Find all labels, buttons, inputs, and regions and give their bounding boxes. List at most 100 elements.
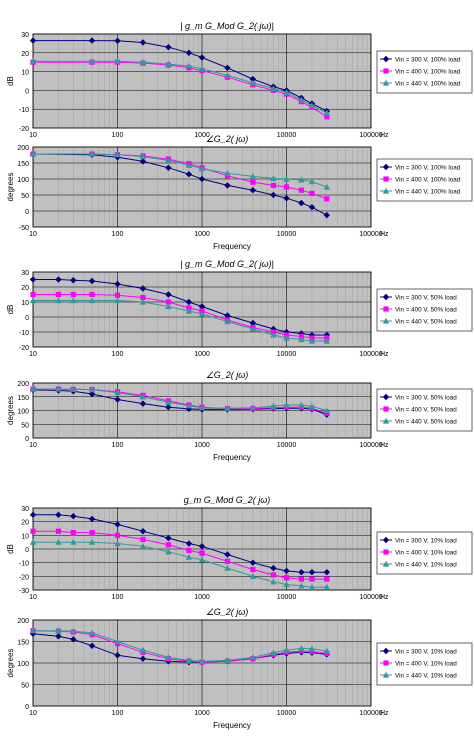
- data-point: [323, 183, 331, 190]
- x-tick-label: 100: [112, 351, 124, 358]
- y-tick-label: 0: [25, 436, 29, 443]
- legend: Vin = 300 V, 50% load Vin = 400 V, 50% lo…: [376, 388, 473, 432]
- data-point: [165, 303, 172, 310]
- data-point: [114, 389, 121, 396]
- x-tick-label: 10000: [277, 231, 297, 238]
- y-tick-label: -10: [19, 330, 29, 337]
- data-point: [283, 195, 290, 202]
- y-tick-label: 100: [17, 177, 29, 184]
- legend-swatch-marker: [382, 647, 390, 655]
- legend-swatch-marker: [382, 55, 390, 63]
- data-point: [224, 169, 231, 176]
- chart-title: | g_m G_Mod G_2( jω)|: [180, 21, 274, 31]
- data-point: [270, 572, 277, 578]
- data-point: [140, 294, 146, 301]
- y-tick-label: -20: [19, 574, 29, 581]
- legend: Vin = 300 V, 100% load Vin = 400 V, 100% …: [376, 50, 473, 94]
- data-point: [140, 536, 146, 543]
- x-tick-label: 1000: [194, 594, 210, 601]
- data-point: [165, 164, 172, 171]
- data-point: [283, 575, 290, 581]
- data-point: [114, 37, 121, 44]
- data-point: [165, 157, 172, 164]
- data-point: [165, 542, 171, 548]
- series-3: [29, 57, 331, 116]
- legend-entry: Vin = 400 V, 50% load: [395, 306, 457, 313]
- data-point: [165, 548, 172, 555]
- data-point: [250, 566, 256, 573]
- legend-box: [376, 158, 473, 202]
- data-point: [88, 37, 96, 44]
- data-point: [298, 569, 305, 576]
- data-point: [308, 583, 316, 590]
- data-point: [165, 654, 172, 661]
- data-point: [55, 528, 62, 534]
- data-point: [139, 393, 147, 400]
- legend-swatch-marker: [382, 163, 390, 171]
- data-point: [88, 390, 96, 398]
- y-tick-label: -20: [19, 345, 29, 352]
- legend-entry: Vin = 440 V, 10% load: [395, 561, 457, 568]
- series-line: [33, 60, 328, 114]
- data-point: [298, 401, 305, 408]
- y-tick-label: 10: [21, 533, 29, 540]
- data-point: [139, 298, 147, 305]
- data-point: [29, 627, 37, 634]
- y-tick-label: 200: [17, 381, 29, 388]
- data-point: [139, 528, 147, 535]
- data-point: [88, 297, 96, 304]
- data-point: [249, 404, 257, 411]
- x-tick-label: 10000: [277, 710, 297, 717]
- data-point: [29, 297, 37, 304]
- data-point: [114, 521, 121, 528]
- data-point: [308, 337, 316, 344]
- x-axis-label: Frequency: [213, 242, 251, 251]
- data-point: [249, 325, 257, 332]
- chart-title: ∠G_2( jω): [206, 607, 249, 617]
- data-point: [88, 150, 96, 157]
- data-point: [308, 178, 316, 185]
- series-1: [29, 276, 331, 339]
- data-point: [185, 62, 193, 69]
- x-tick-label: 100000: [359, 442, 382, 449]
- y-tick-label: 0: [25, 704, 29, 711]
- data-point: [323, 569, 331, 576]
- x-tick-label: 100: [112, 132, 124, 139]
- data-point: [29, 276, 37, 283]
- data-point: [283, 567, 290, 575]
- series-line: [32, 389, 327, 416]
- legend-swatch-marker: [382, 560, 390, 567]
- data-point: [165, 299, 171, 305]
- data-point: [114, 280, 121, 288]
- data-point: [224, 72, 231, 78]
- x-tick-label: 100000: [359, 594, 382, 601]
- data-point: [224, 558, 231, 564]
- data-point: [324, 410, 330, 416]
- data-point: [70, 627, 77, 634]
- data-point: [55, 276, 62, 283]
- data-point: [139, 58, 147, 65]
- data-point: [185, 540, 193, 547]
- data-point: [198, 310, 206, 317]
- data-point: [308, 102, 316, 109]
- legend-entry: Vin = 440 V, 50% load: [395, 418, 457, 425]
- data-point: [139, 39, 147, 46]
- data-point: [198, 54, 206, 61]
- data-point: [298, 582, 305, 589]
- data-point: [89, 530, 95, 536]
- legend: Vin = 300 V, 100% load Vin = 400 V, 100% …: [376, 158, 473, 202]
- series-line: [33, 530, 327, 580]
- y-tick-label: 100: [17, 661, 29, 668]
- x-unit-label: Hz: [380, 351, 389, 358]
- data-point: [270, 649, 277, 656]
- data-point: [324, 576, 330, 582]
- data-point: [308, 645, 316, 652]
- data-point: [298, 576, 304, 582]
- series-line: [33, 279, 327, 336]
- data-point: [270, 564, 277, 572]
- y-tick-label: 20: [21, 520, 29, 527]
- data-point: [249, 319, 257, 327]
